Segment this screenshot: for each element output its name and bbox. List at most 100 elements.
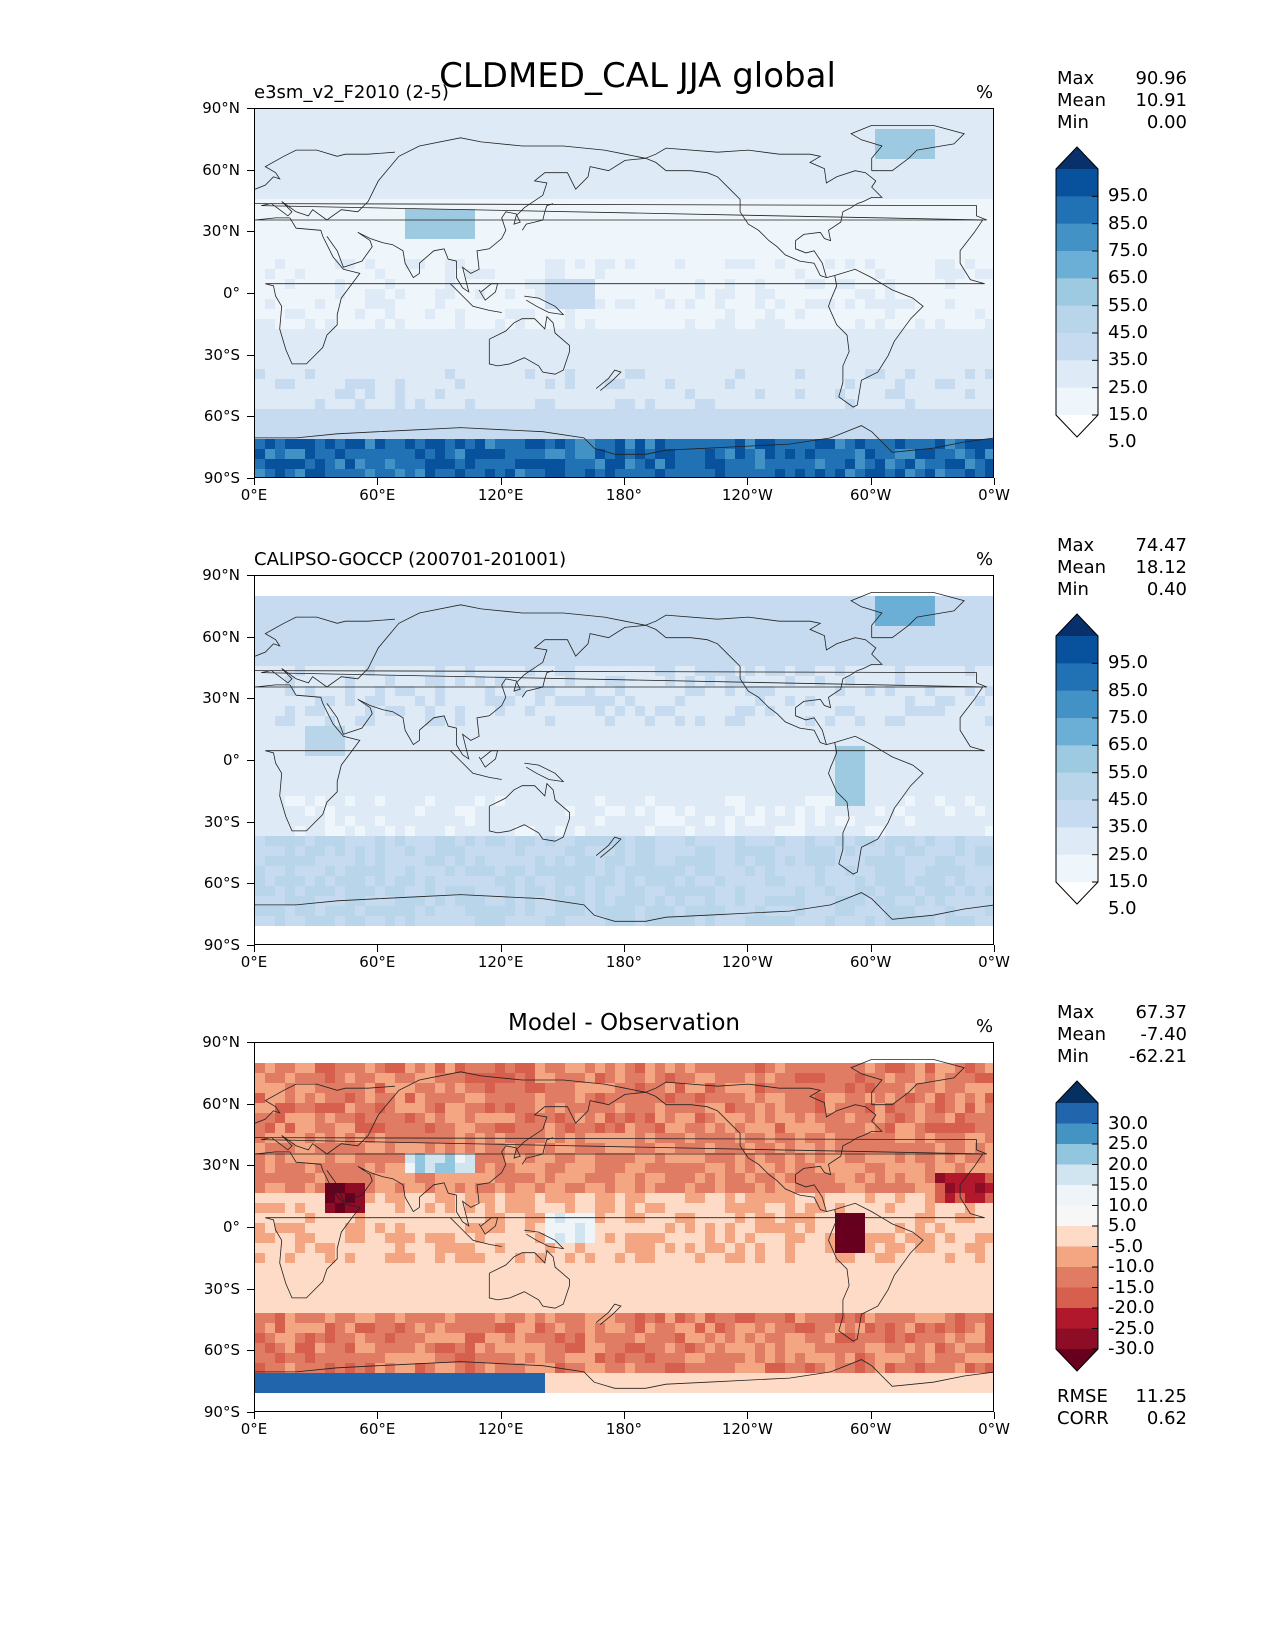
panel-title: Model - Observation [507, 1010, 741, 1036]
y-tick-label: 30°N [202, 689, 240, 708]
colorbar-container [1055, 146, 1099, 443]
y-tick [247, 821, 254, 823]
y-tick-label: 0° [222, 751, 240, 769]
colorbar-label: 45.0 [1108, 789, 1149, 810]
y-tick-label: 60°N [202, 160, 240, 179]
x-tick-label: 120°E [477, 1420, 524, 1438]
map-plot[interactable] [254, 575, 994, 945]
map-plot[interactable] [254, 108, 994, 478]
stat-value: 0.40 [1146, 579, 1187, 600]
y-tick [247, 169, 254, 171]
y-tick [247, 945, 254, 946]
x-tick-label: 0°W [978, 1420, 1010, 1438]
metric-label: CORR [1057, 1408, 1109, 1429]
stat-row: Max 67.37 [1057, 1002, 1187, 1024]
x-tick [624, 478, 625, 485]
x-tick-label: 180° [605, 1420, 643, 1438]
colorbar-label: -25.0 [1108, 1317, 1155, 1339]
colorbar-label: 5.0 [1108, 1215, 1137, 1236]
x-tick-label: 0°E [240, 486, 268, 504]
x-tick-label: 0°E [240, 1420, 268, 1438]
stat-label: Min [1057, 1046, 1089, 1067]
colorbar-label: 65.0 [1108, 267, 1149, 289]
x-tick [500, 478, 502, 485]
coastlines [255, 591, 993, 922]
y-tick [247, 698, 254, 700]
y-tick [247, 636, 254, 638]
metric-row: RMSE 11.25 [1057, 1386, 1187, 1408]
x-tick [994, 945, 995, 952]
x-tick [500, 945, 502, 952]
stat-row: Max 74.47 [1057, 535, 1187, 557]
y-tick [247, 231, 254, 233]
colorbar-label: 35.0 [1108, 816, 1149, 838]
stat-value: 67.37 [1135, 1002, 1187, 1023]
colorbar-label: 15.0 [1108, 1174, 1149, 1195]
colorbar-label: 15.0 [1108, 404, 1149, 425]
colorbar [1055, 613, 1099, 910]
x-tick [747, 945, 749, 952]
stat-row: Mean 18.12 [1057, 557, 1187, 579]
y-tick [247, 883, 254, 885]
x-tick [377, 1412, 379, 1419]
stat-row: Min -62.21 [1057, 1046, 1187, 1068]
x-tick-label: 120°E [477, 953, 524, 971]
colorbar-label: 35.0 [1108, 349, 1149, 371]
y-tick-label: 90°S [203, 1403, 240, 1421]
unit-label: % [976, 1016, 994, 1037]
stat-label: Mean [1057, 557, 1107, 578]
colorbar-label: 55.0 [1108, 294, 1149, 316]
colorbar-label: 85.0 [1108, 212, 1149, 234]
x-tick-label: 0°W [978, 953, 1010, 971]
y-tick [247, 1350, 254, 1352]
y-tick-label: 90°N [202, 1033, 240, 1051]
colorbar-label: 55.0 [1108, 761, 1149, 783]
y-tick-label: 30°N [202, 1156, 240, 1175]
stat-row: Min 0.40 [1057, 579, 1187, 601]
colorbar-label: 15.0 [1108, 871, 1149, 892]
x-tick [377, 945, 379, 952]
y-tick [247, 760, 254, 761]
y-tick-label: 30°S [203, 345, 240, 364]
x-tick [254, 945, 255, 952]
y-tick-label: 0° [222, 284, 240, 302]
x-tick-label: 0°W [978, 486, 1010, 504]
x-tick-label: 60°W [849, 953, 892, 971]
y-tick-label: 90°N [202, 566, 240, 584]
stat-row: Mean -7.40 [1057, 1024, 1187, 1046]
colorbar-label: -10.0 [1108, 1256, 1155, 1277]
stats-box: Max 74.47 Mean 18.12 Min 0.40 [1057, 535, 1187, 601]
x-tick [747, 478, 749, 485]
x-tick-label: 120°W [721, 486, 773, 504]
x-tick-label: 60°E [359, 486, 396, 504]
map-plot[interactable] [254, 1042, 994, 1412]
contour-field [255, 109, 993, 477]
stat-value: 90.96 [1135, 68, 1187, 89]
map-panel-1: e3sm_v2_F2010 (2-5)% 90°N 60°N 30°N 0° 30°S 60… [0, 68, 1275, 528]
x-tick-label: 60°E [359, 953, 396, 971]
contour-field [255, 1043, 993, 1411]
panel-title: e3sm_v2_F2010 (2-5) [254, 82, 449, 103]
y-tick-label: 30°S [203, 812, 240, 831]
colorbar-container [1055, 613, 1099, 910]
y-tick-label: 60°S [203, 874, 240, 893]
y-tick [247, 1042, 254, 1043]
stat-row: Min 0.00 [1057, 112, 1187, 134]
colorbar-label: 25.0 [1108, 843, 1149, 865]
y-tick-label: 90°S [203, 469, 240, 487]
y-tick [247, 108, 254, 109]
stat-label: Min [1057, 579, 1089, 600]
colorbar-label: -30.0 [1108, 1338, 1155, 1359]
colorbar-label: 10.0 [1108, 1194, 1149, 1216]
unit-label: % [976, 82, 994, 103]
stat-row: Max 90.96 [1057, 68, 1187, 90]
colorbar [1055, 1080, 1099, 1372]
y-tick [247, 293, 254, 294]
y-tick [247, 1288, 254, 1290]
stat-label: Max [1057, 1002, 1095, 1023]
x-tick-label: 180° [605, 486, 643, 504]
colorbar-label: 5.0 [1108, 898, 1137, 920]
metric-value: 0.62 [1146, 1408, 1187, 1429]
y-tick [247, 1103, 254, 1105]
stat-label: Max [1057, 68, 1095, 89]
